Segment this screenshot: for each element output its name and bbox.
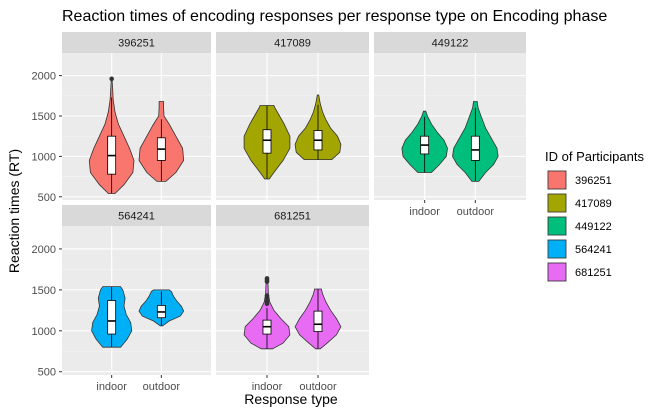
boxplot-box (470, 135, 480, 161)
y-tick-label: 1000 (32, 326, 56, 338)
y-tick-label: 2000 (32, 244, 56, 256)
boxplot-box (313, 310, 323, 333)
panel-background (216, 226, 369, 375)
legend-swatch (547, 216, 567, 236)
panel-background (62, 226, 211, 375)
outlier-point (264, 276, 270, 281)
y-tick-label: 500 (38, 192, 56, 204)
outlier-point (109, 76, 114, 82)
y-tick-label: 2000 (32, 71, 56, 83)
y-tick-label: 1500 (32, 285, 56, 297)
boxplot-box (262, 129, 272, 154)
legend-swatch (547, 262, 567, 282)
legend-label: 396251 (575, 175, 612, 187)
x-tick-label: outdoor (143, 381, 181, 393)
facet-strip-label: 396251 (118, 38, 155, 50)
panel-background (62, 53, 211, 200)
facet-strip-label: 449122 (432, 38, 469, 50)
y-tick-label: 1000 (32, 151, 56, 163)
x-tick-label: indoor (96, 381, 127, 393)
outlier-point (264, 299, 270, 304)
x-tick-label: indoor (409, 206, 440, 218)
legend-swatch (547, 193, 567, 213)
facet-panel: 417089 (216, 32, 369, 200)
outlier-point (264, 293, 270, 298)
facet-panel: 681251 (216, 205, 369, 375)
facet-strip-label: 681251 (274, 211, 311, 223)
boxplot-box (107, 300, 117, 335)
facet-strip (374, 32, 526, 53)
y-tick-label: 500 (38, 367, 56, 379)
x-tick-label: indoor (252, 381, 283, 393)
panel-background (216, 53, 369, 200)
chart-title: Reaction times of encoding responses per… (62, 8, 607, 25)
y-tick-label: 1500 (32, 111, 56, 123)
x-tick-label: outdoor (457, 206, 495, 218)
facet-panel: 564241 (62, 205, 211, 375)
panel-background (374, 53, 526, 200)
legend: ID of Participants 396251 417089 449122 564… (545, 149, 644, 282)
facet-panel: 449122 (374, 32, 526, 200)
x-tick-label: outdoor (299, 381, 337, 393)
facet-panel: 396251 (62, 32, 211, 200)
facet-strip (62, 205, 211, 226)
facet-panels: 396251 417089 449122 564241 681251 (62, 32, 526, 375)
facet-strip (62, 32, 211, 53)
y-axis-ticks: 500 1000 1500 2000 500 1000 1500 2000 (32, 71, 62, 379)
x-axis-ticks: indoor outdoor indoor outdoor indoor outdoor (96, 200, 494, 393)
x-axis-title: Response type (244, 391, 338, 407)
facet-strip-label: 417089 (274, 38, 311, 50)
facet-strip-label: 564241 (118, 211, 155, 223)
legend-swatch (547, 170, 567, 190)
legend-label: 681251 (575, 267, 612, 279)
facet-strip (216, 205, 369, 226)
legend-title: ID of Participants (545, 149, 644, 164)
facet-strip (216, 32, 369, 53)
legend-swatch (547, 239, 567, 259)
legend-label: 417089 (575, 198, 612, 210)
legend-label: 564241 (575, 244, 612, 256)
y-axis-title: Reaction times (RT) (6, 149, 22, 273)
legend-label: 449122 (575, 221, 612, 233)
